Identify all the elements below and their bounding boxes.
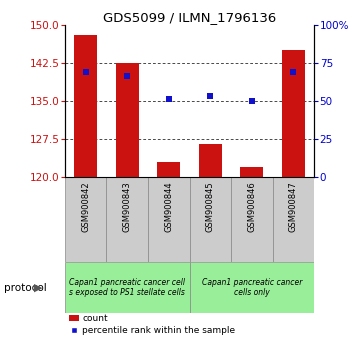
Bar: [148, 177, 190, 262]
Point: [290, 69, 296, 74]
Bar: [74, 35, 97, 177]
Text: GSM900846: GSM900846: [247, 182, 256, 232]
Point: [249, 98, 255, 104]
Bar: [157, 162, 180, 177]
Bar: [190, 262, 314, 313]
Bar: [240, 167, 263, 177]
Bar: [273, 177, 314, 262]
Text: Capan1 pancreatic cancer cell
s exposed to PS1 stellate cells: Capan1 pancreatic cancer cell s exposed …: [69, 278, 185, 297]
Text: Capan1 pancreatic cancer
cells only: Capan1 pancreatic cancer cells only: [201, 278, 302, 297]
Bar: [106, 177, 148, 262]
Text: GSM900843: GSM900843: [123, 182, 132, 232]
Text: GSM900844: GSM900844: [164, 182, 173, 232]
Bar: [231, 177, 273, 262]
Legend: count, percentile rank within the sample: count, percentile rank within the sample: [70, 314, 235, 335]
Title: GDS5099 / ILMN_1796136: GDS5099 / ILMN_1796136: [103, 11, 276, 24]
Point: [83, 69, 89, 74]
Bar: [282, 50, 305, 177]
Text: GSM900842: GSM900842: [81, 182, 90, 232]
Point: [124, 73, 130, 79]
Bar: [116, 63, 139, 177]
Text: GSM900847: GSM900847: [289, 182, 298, 232]
Bar: [199, 144, 222, 177]
Text: ▶: ▶: [34, 282, 43, 292]
Bar: [65, 177, 106, 262]
Point: [207, 93, 213, 99]
Text: GSM900845: GSM900845: [206, 182, 215, 232]
Point: [166, 96, 172, 101]
Bar: [190, 177, 231, 262]
Text: protocol: protocol: [4, 282, 46, 292]
Bar: [65, 262, 190, 313]
